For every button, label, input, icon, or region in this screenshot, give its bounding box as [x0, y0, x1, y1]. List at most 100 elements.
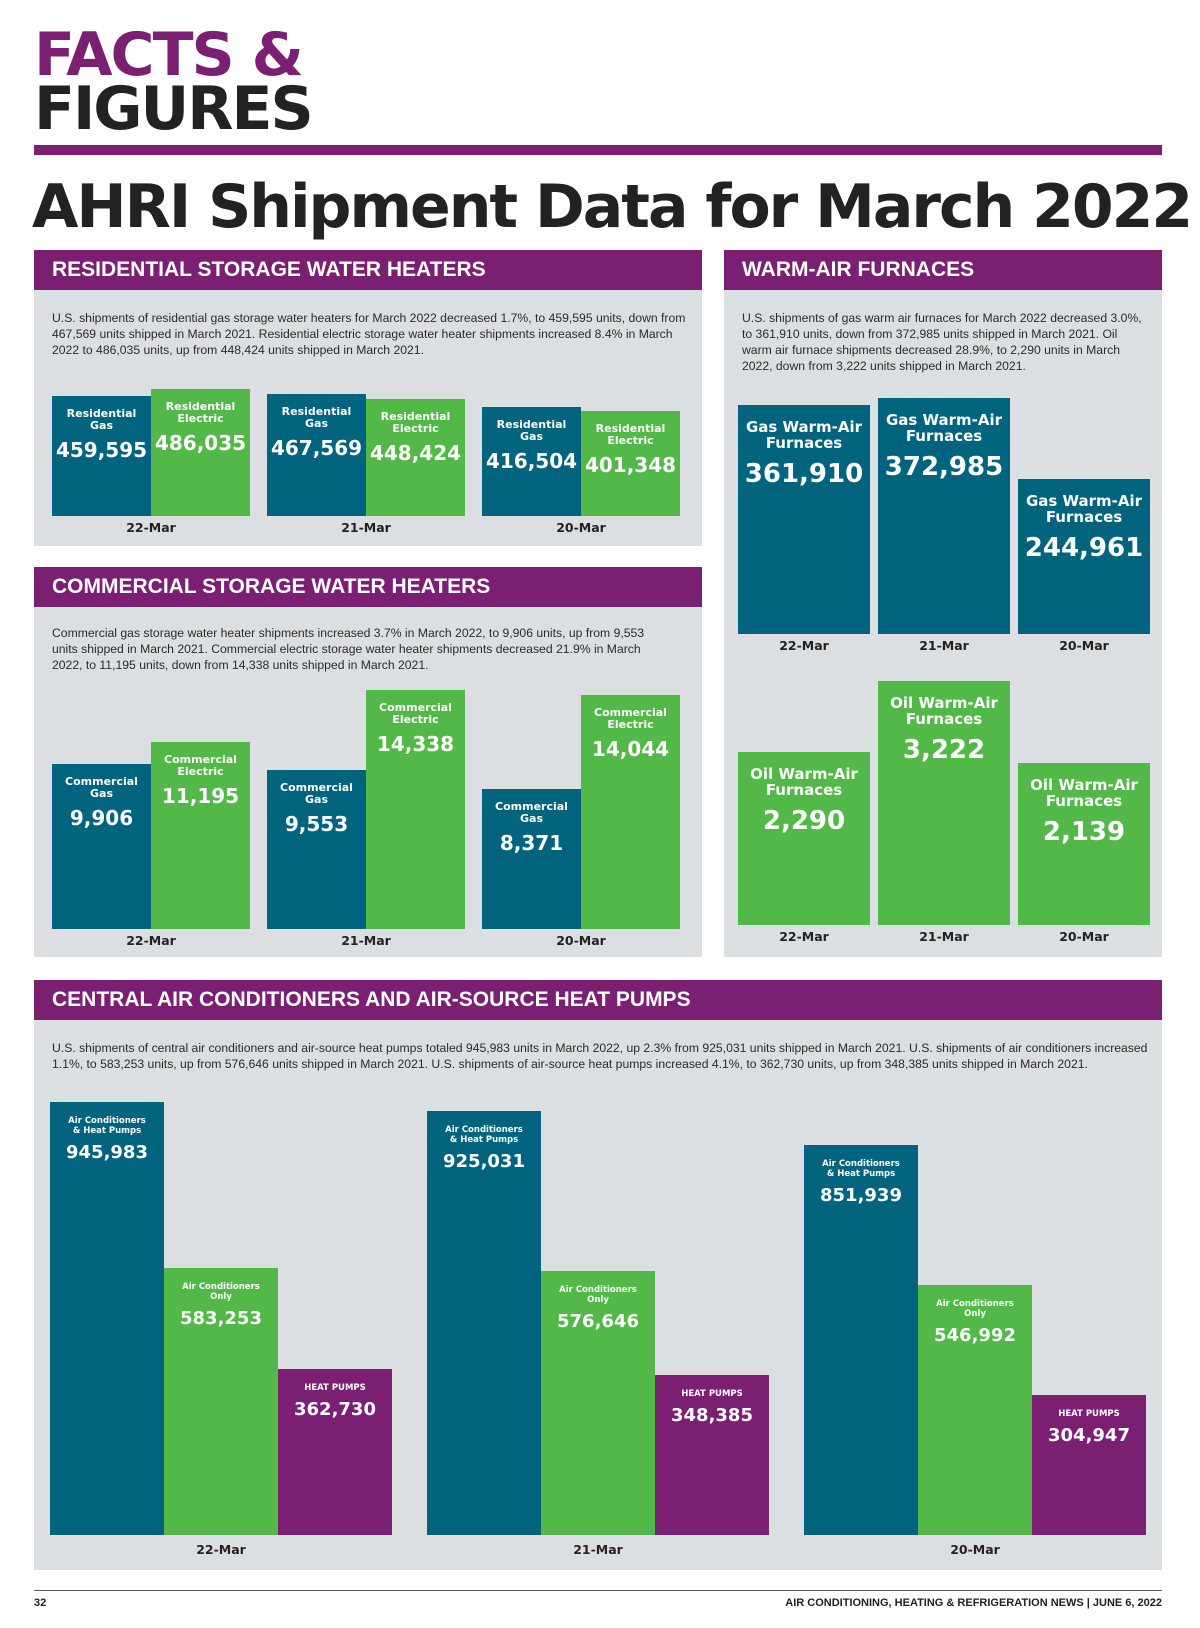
bar-air-conditioners-only-21-mar: Air Conditioners Only 576,646 [541, 1271, 655, 1535]
chart-ac-heat-pumps: Air Conditioners & Heat Pumps 945,983 Air C… [50, 1100, 1146, 1570]
bar-air-conditioners-only-22-mar: Air Conditioners Only 583,253 [164, 1268, 278, 1535]
bar-value-label: 486,035 [154, 431, 247, 455]
bar-series-label: Gas [90, 419, 113, 432]
bar-heat-pumps-22-mar: HEAT PUMPS 362,730 [278, 1369, 392, 1535]
bar-series-label: Gas [90, 787, 113, 800]
bar-series-label: Electric [177, 412, 224, 425]
bar-value-label: 14,338 [376, 732, 455, 756]
bar-residential-electric-20-mar: Residential Electric 401,348 [581, 411, 680, 516]
x-tick-label: 20-Mar [556, 933, 606, 948]
bar-value-label: 304,947 [1048, 1425, 1130, 1446]
bar-series-label: Gas Warm-Air [885, 411, 1003, 429]
bar-series-label: Furnaces [765, 434, 843, 452]
bar-series-label: Electric [392, 422, 439, 435]
bar-value-label: 362,730 [294, 1399, 376, 1420]
bar-residential-electric-22-mar: Residential Electric 486,035 [151, 389, 250, 516]
bar-series-label: Oil Warm-Air [1030, 776, 1138, 794]
x-tick-label: 22-Mar [779, 638, 829, 653]
panel-furnaces: WARM-AIR FURNACES U.S. shipments of gas … [724, 250, 1162, 957]
bar-series-label: Gas Warm-Air [1025, 492, 1143, 510]
bar-value-label: 372,985 [884, 452, 1004, 482]
bar-series-label: Air Conditioners [559, 1285, 637, 1295]
brand-line-1: FACTS & [34, 20, 304, 90]
bar-oil-warm-air-furnaces-22-mar: Oil Warm-Air Furnaces 2,290 [738, 752, 870, 925]
bar-commercial-gas-22-mar: Commercial Gas 9,906 [52, 764, 151, 929]
bar-series-label: Residential [281, 405, 352, 418]
bar-series-label: Residential [380, 410, 451, 423]
chart-commercial: Commercial Gas 9,906 Commercial Electric 11,1… [52, 679, 692, 957]
bar-series-label: Electric [177, 765, 224, 778]
bar-series-label: Electric [392, 713, 439, 726]
chart-oil-furnaces: Oil Warm-Air Furnaces 2,290 22-Mar Oil Warm-… [738, 675, 1150, 957]
bar-heat-pumps-21-mar: HEAT PUMPS 348,385 [655, 1375, 769, 1535]
bar-value-label: 348,385 [671, 1405, 753, 1426]
panel-commercial: COMMERCIAL STORAGE WATER HEATERS Commerc… [34, 567, 702, 957]
bar-series-label: Gas [520, 812, 543, 825]
panel-title: WARM-AIR FURNACES [724, 250, 1162, 290]
bar-series-label: Residential [165, 400, 236, 413]
bar-series-label: & Heat Pumps [826, 1169, 896, 1179]
bar-value-label: 361,910 [744, 459, 864, 489]
x-tick-label: 21-Mar [919, 929, 969, 944]
bar-value-label: 14,044 [591, 737, 670, 761]
chart-gas-furnaces: Gas Warm-Air Furnaces 361,910 22-Mar Gas War… [738, 390, 1150, 660]
brand-line-2: FIGURES [34, 74, 314, 144]
bar-value-label: 576,646 [557, 1311, 639, 1332]
bar-series-label: & Heat Pumps [72, 1126, 142, 1136]
bar-series-label: Residential [595, 422, 666, 435]
bar-series-label: HEAT PUMPS [1058, 1409, 1120, 1419]
x-tick-label: 21-Mar [919, 638, 969, 653]
bar-series-label: & Heat Pumps [449, 1135, 519, 1145]
bar-series-label: Air Conditioners [822, 1159, 900, 1169]
x-tick-label: 22-Mar [779, 929, 829, 944]
panel-ac-heat-pumps: CENTRAL AIR CONDITIONERS AND AIR-SOURCE … [34, 980, 1162, 1570]
bar-oil-warm-air-furnaces-20-mar: Oil Warm-Air Furnaces 2,139 [1018, 763, 1150, 925]
bar-commercial-gas-20-mar: Commercial Gas 8,371 [482, 789, 581, 929]
bar-series-label: Oil Warm-Air [750, 765, 858, 783]
bar-series-label: Residential [496, 418, 567, 431]
x-tick-label: 22-Mar [196, 1542, 246, 1557]
bar-series-label: Residential [66, 407, 137, 420]
bar-series-label: Electric [607, 718, 654, 731]
bar-commercial-gas-21-mar: Commercial Gas 9,553 [267, 770, 366, 929]
bar-air-conditioners-only-20-mar: Air Conditioners Only 546,992 [918, 1285, 1032, 1535]
bar-value-label: 851,939 [820, 1185, 902, 1206]
bar-residential-gas-22-mar: Residential Gas 459,595 [52, 396, 151, 516]
bar-series-label: Furnaces [905, 710, 983, 728]
bar-value-label: 8,371 [499, 831, 564, 855]
bar-residential-electric-21-mar: Residential Electric 448,424 [366, 399, 465, 516]
bar-series-label: Electric [607, 434, 654, 447]
bar-series-label: Air Conditioners [68, 1116, 146, 1126]
x-tick-label: 21-Mar [573, 1542, 623, 1557]
bar-series-label: Commercial [495, 800, 568, 813]
x-tick-label: 21-Mar [341, 520, 391, 535]
bar-value-label: 416,504 [485, 449, 578, 473]
bar-value-label: 9,906 [69, 806, 134, 830]
bar-series-label: Commercial [65, 775, 138, 788]
bar-value-label: 9,553 [284, 812, 349, 836]
chart-residential: Residential Gas 459,595 Residential Electric… [52, 380, 692, 546]
bar-series-label: Oil Warm-Air [890, 694, 998, 712]
panel-residential: RESIDENTIAL STORAGE WATER HEATERS U.S. s… [34, 250, 702, 546]
bar-series-label: Only [587, 1295, 609, 1305]
panel-description: U.S. shipments of residential gas storag… [52, 311, 686, 357]
bar-series-label: Furnaces [1045, 792, 1123, 810]
panel-title: RESIDENTIAL STORAGE WATER HEATERS [34, 250, 702, 290]
bar-series-label: Air Conditioners [445, 1125, 523, 1135]
bar-series-label: Furnaces [765, 781, 843, 799]
bar-value-label: 945,983 [66, 1142, 148, 1163]
bar-series-label: Commercial [594, 706, 667, 719]
bar-series-label: HEAT PUMPS [304, 1383, 366, 1393]
bar-value-label: 467,569 [270, 436, 363, 460]
bar-residential-gas-20-mar: Residential Gas 416,504 [482, 407, 581, 516]
panel-description: U.S. shipments of gas warm air furnaces … [742, 311, 1142, 373]
bar-series-label: Gas Warm-Air [745, 418, 863, 436]
x-tick-label: 21-Mar [341, 933, 391, 948]
bar-gas-warm-air-furnaces-21-mar: Gas Warm-Air Furnaces 372,985 [878, 398, 1010, 634]
bar-series-label: Air Conditioners [936, 1299, 1014, 1309]
bar-series-label: Commercial [379, 701, 452, 714]
panel-description: Commercial gas storage water heater ship… [52, 626, 645, 672]
bar-value-label: 401,348 [584, 453, 677, 477]
x-tick-label: 20-Mar [1059, 929, 1109, 944]
bar-value-label: 3,222 [902, 735, 986, 765]
